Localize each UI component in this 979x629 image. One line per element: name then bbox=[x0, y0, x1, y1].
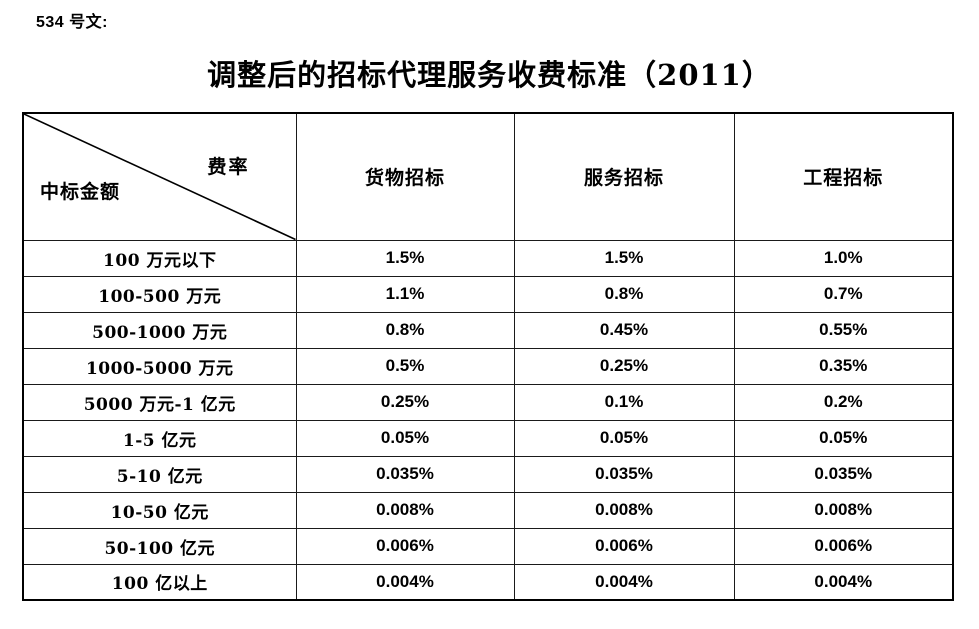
rate-cell: 0.035% bbox=[733, 455, 954, 493]
rate-cell: 0.05% bbox=[733, 419, 954, 457]
table-row: 1-5 亿元 0.05% 0.05% 0.05% bbox=[22, 419, 954, 457]
rate-cell: 1.5% bbox=[295, 239, 515, 277]
rate-cell: 0.05% bbox=[295, 419, 515, 457]
rate-cell: 0.25% bbox=[513, 347, 735, 385]
rate-cell: 1.0% bbox=[733, 239, 954, 277]
rate-cell: 0.45% bbox=[513, 311, 735, 349]
table-row: 100 万元以下 1.5% 1.5% 1.0% bbox=[22, 239, 954, 277]
row-label: 500-1000 万元 bbox=[22, 311, 297, 349]
rate-cell: 0.035% bbox=[295, 455, 515, 493]
table-row: 10-50 亿元 0.008% 0.008% 0.008% bbox=[22, 491, 954, 529]
table-row: 100 亿以上 0.004% 0.004% 0.004% bbox=[22, 563, 954, 601]
page-title: 调整后的招标代理服务收费标准（2011） bbox=[207, 58, 772, 92]
rate-cell: 0.2% bbox=[733, 383, 954, 421]
rate-cell: 0.1% bbox=[513, 383, 735, 421]
table-row: 500-1000 万元 0.8% 0.45% 0.55% bbox=[22, 311, 954, 349]
rate-cell: 0.004% bbox=[513, 563, 735, 601]
doc-number-label: 534 号文: bbox=[36, 14, 108, 31]
rate-cell: 1.5% bbox=[513, 239, 735, 277]
rate-cell: 0.25% bbox=[295, 383, 515, 421]
table-row: 1000-5000 万元 0.5% 0.25% 0.35% bbox=[22, 347, 954, 385]
table-row: 50-100 亿元 0.006% 0.006% 0.006% bbox=[22, 527, 954, 565]
rate-cell: 0.8% bbox=[513, 275, 735, 313]
rate-cell: 0.008% bbox=[513, 491, 735, 529]
rate-cell: 0.035% bbox=[513, 455, 735, 493]
row-label: 50-100 亿元 bbox=[22, 527, 297, 565]
rate-cell: 0.006% bbox=[733, 527, 954, 565]
row-label: 100-500 万元 bbox=[22, 275, 297, 313]
corner-label-rate: 费率 bbox=[207, 156, 250, 178]
rate-cell: 0.55% bbox=[733, 311, 954, 349]
column-header-works: 工程招标 bbox=[733, 112, 954, 241]
column-header-goods: 货物招标 bbox=[295, 112, 515, 241]
row-label: 1000-5000 万元 bbox=[22, 347, 297, 385]
rate-cell: 0.05% bbox=[513, 419, 735, 457]
table-row: 5-10 亿元 0.035% 0.035% 0.035% bbox=[22, 455, 954, 493]
corner-header-cell: 费率 中标金额 bbox=[22, 112, 297, 241]
table-row: 100-500 万元 1.1% 0.8% 0.7% bbox=[22, 275, 954, 313]
rate-cell: 0.008% bbox=[295, 491, 515, 529]
corner-label-bid-amount: 中标金额 bbox=[40, 180, 121, 203]
rate-cell: 0.35% bbox=[733, 347, 954, 385]
row-label: 10-50 亿元 bbox=[22, 491, 297, 529]
rate-cell: 0.006% bbox=[513, 527, 735, 565]
rate-cell: 0.8% bbox=[295, 311, 515, 349]
row-label: 5000 万元-1 亿元 bbox=[22, 383, 297, 421]
rate-cell: 0.006% bbox=[295, 527, 515, 565]
table-header-row: 费率 中标金额 货物招标 服务招标 工程招标 bbox=[22, 112, 954, 241]
rate-cell: 0.004% bbox=[295, 563, 515, 601]
table-row: 5000 万元-1 亿元 0.25% 0.1% 0.2% bbox=[22, 383, 954, 421]
row-label: 100 亿以上 bbox=[22, 563, 297, 601]
diagonal-divider-line bbox=[24, 114, 296, 240]
rate-cell: 0.008% bbox=[733, 491, 954, 529]
row-label: 5-10 亿元 bbox=[22, 455, 297, 493]
rate-cell: 0.004% bbox=[733, 563, 954, 601]
rate-cell: 1.1% bbox=[295, 275, 515, 313]
column-header-services: 服务招标 bbox=[513, 112, 735, 241]
rate-cell: 0.7% bbox=[733, 275, 954, 313]
rate-cell: 0.5% bbox=[295, 347, 515, 385]
fee-table: 费率 中标金额 货物招标 服务招标 工程招标 100 万元以下 1.5% 1.5… bbox=[22, 112, 954, 601]
row-label: 100 万元以下 bbox=[22, 239, 297, 277]
row-label: 1-5 亿元 bbox=[22, 419, 297, 457]
